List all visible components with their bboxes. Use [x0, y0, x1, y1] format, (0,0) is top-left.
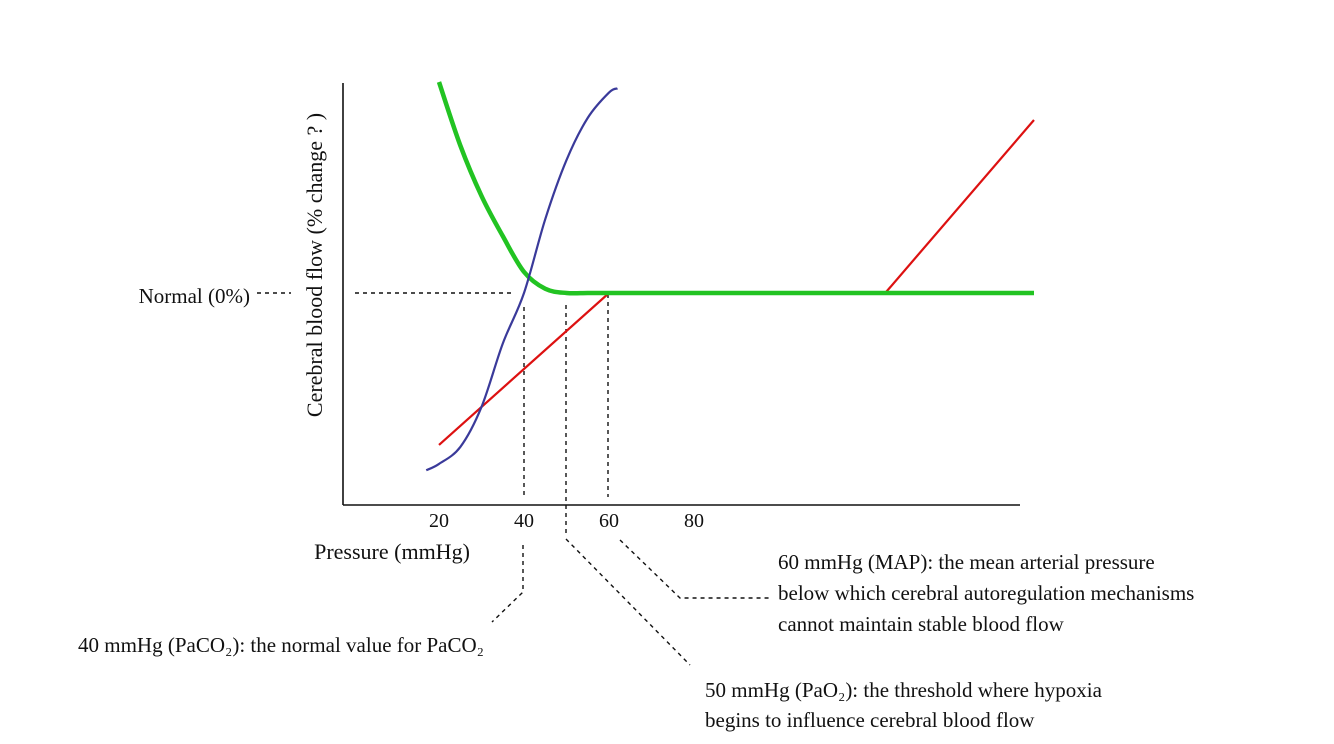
x-tick-label: 80 [684, 510, 704, 532]
pao2-leader [565, 538, 691, 666]
annotation-map: 60 mmHg (MAP): the mean arterial pressur… [778, 550, 1200, 636]
annotation-line: below which cerebral autoregulation mech… [778, 581, 1194, 605]
x-axis-label: Pressure (mmHg) [314, 539, 470, 564]
annotation-paco2: 40 mmHg (PaCO₂): the normal value for Pa… [78, 633, 484, 657]
annotation-pao2: 50 mmHg (PaO₂): the threshold where hypo… [705, 678, 1107, 732]
x-tick-label: 40 [514, 510, 534, 532]
series-line-pao2 [436, 81, 1034, 296]
x-tick-label: 60 [599, 510, 619, 532]
annotation-line: 60 mmHg (MAP): the mean arterial pressur… [778, 550, 1155, 574]
annotation-line: cannot maintain stable blood flow [778, 612, 1065, 636]
map-leader [619, 539, 770, 599]
y-axis-label: Cerebral blood flow (% change ? ) [302, 113, 327, 417]
x-tick-label: 20 [429, 510, 449, 532]
annotation-line: 50 mmHg (PaO₂): the threshold where hypo… [705, 678, 1103, 702]
annotation-line: begins to influence cerebral blood flow [705, 708, 1035, 732]
paco2-leader [491, 545, 524, 623]
normal-label: Normal (0%) [139, 284, 250, 308]
annotation-line: 40 mmHg (PaCO₂): the normal value for Pa… [78, 633, 484, 657]
series-line-paco2 [425, 87, 618, 472]
